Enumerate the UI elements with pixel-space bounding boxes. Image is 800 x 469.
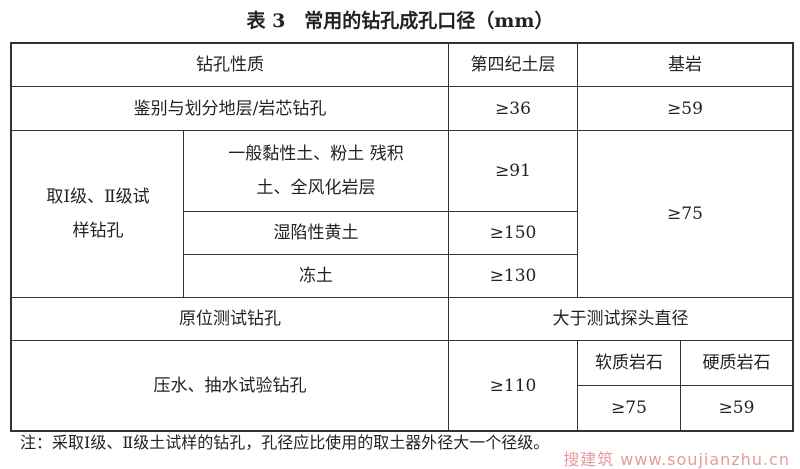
sampling-label: 取Ⅰ级、Ⅱ级试样钻孔 [46, 187, 150, 241]
table-title: 表 3 常用的钻孔成孔口径（mm） [246, 10, 554, 32]
header-quaternary: 第四纪土层 [470, 55, 556, 75]
divider [183, 254, 577, 255]
divider [10, 340, 794, 341]
header-bedrock: 基岩 [668, 55, 702, 75]
border-bottom [10, 430, 794, 432]
sampling-sub-label: 湿陷性黄土 [273, 223, 359, 243]
insitu-value: 大于测试探头直径 [552, 309, 689, 329]
border-right [792, 42, 794, 432]
sampling-bedrock: ≥75 [667, 204, 703, 224]
divider [10, 297, 794, 298]
divider [183, 130, 184, 297]
divider [10, 130, 794, 131]
border-left [10, 42, 12, 432]
divider [577, 42, 578, 297]
insitu-label: 原位测试钻孔 [179, 309, 281, 329]
pumping-quaternary: ≥110 [489, 375, 537, 396]
pumping-label: 压水、抽水试验钻孔 [153, 375, 307, 396]
sampling-sub-label: 冻土 [299, 266, 333, 286]
soft-rock-value: ≥75 [611, 398, 647, 418]
header-nature: 钻孔性质 [196, 55, 264, 75]
divider [577, 385, 794, 386]
border-top [10, 42, 794, 44]
sampling-sub-value: ≥130 [489, 266, 537, 286]
watermark: 搜建筑 www.soujianzhu.cn [563, 450, 790, 469]
divider [183, 211, 577, 212]
hard-rock-value: ≥59 [718, 398, 755, 418]
divider [10, 86, 794, 87]
sampling-sub-label: 一般黏性土、粉土 残积土、全风化岩层 [228, 144, 404, 198]
hard-rock-header: 硬质岩石 [702, 353, 771, 373]
divider [448, 42, 449, 432]
identify-bedrock: ≥59 [667, 98, 703, 119]
sampling-sub-value: ≥91 [495, 161, 531, 181]
identify-quaternary: ≥36 [495, 98, 531, 119]
identify-label: 鉴别与划分地层/岩芯钻孔 [133, 98, 327, 119]
table-note: 注：采取Ⅰ级、Ⅱ级土试样的钻孔，孔径应比使用的取土器外径大一个径级。 [20, 433, 550, 452]
sampling-sub-value: ≥150 [489, 223, 537, 243]
soft-rock-header: 软质岩石 [595, 353, 663, 373]
